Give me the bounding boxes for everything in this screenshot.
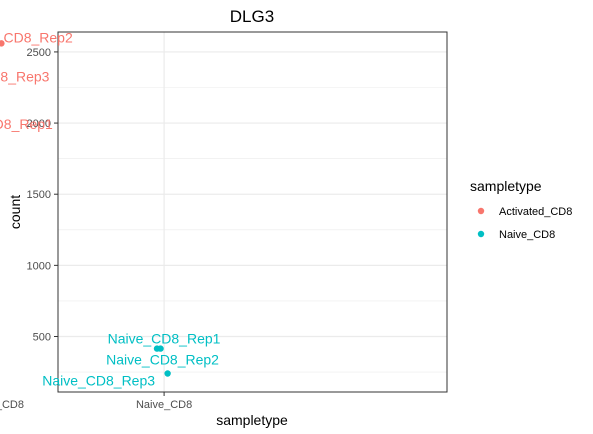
- data-point: [164, 370, 170, 376]
- x-tick-label: Activated_CD8: [0, 399, 24, 411]
- y-tick-label: 1000: [27, 260, 51, 272]
- legend-key: [478, 231, 484, 237]
- point-label: Naive_CD8_Rep1: [108, 331, 221, 347]
- point-label: Activated_CD8_Rep2: [0, 29, 73, 45]
- point-label: Naive_CD8_Rep2: [106, 352, 219, 368]
- point-label: Naive_CD8_Rep3: [42, 373, 155, 389]
- chart-title: DLG3: [230, 7, 274, 26]
- y-axis-title: count: [7, 195, 23, 229]
- x-axis-ticks: Activated_CD8 Naive_CD8: [0, 392, 192, 411]
- y-tick-label: 500: [33, 332, 51, 344]
- legend-entries: Activated_CD8 Naive_CD8: [478, 206, 573, 241]
- point-label: Activated_CD8_Rep3: [0, 68, 50, 84]
- y-tick-label: 1500: [27, 189, 51, 201]
- point-label: Activated_CD8_Rep1: [0, 116, 53, 132]
- legend-label: Naive_CD8: [499, 229, 555, 241]
- x-axis-title: sampletype: [216, 412, 288, 428]
- x-tick-label: Naive_CD8: [136, 399, 192, 411]
- legend-label: Activated_CD8: [499, 206, 572, 218]
- y-tick-label: 2500: [27, 47, 51, 59]
- legend-key: [478, 208, 484, 214]
- legend: sampletype Activated_CD8 Naive_CD8: [470, 178, 572, 241]
- legend-title: sampletype: [470, 178, 542, 194]
